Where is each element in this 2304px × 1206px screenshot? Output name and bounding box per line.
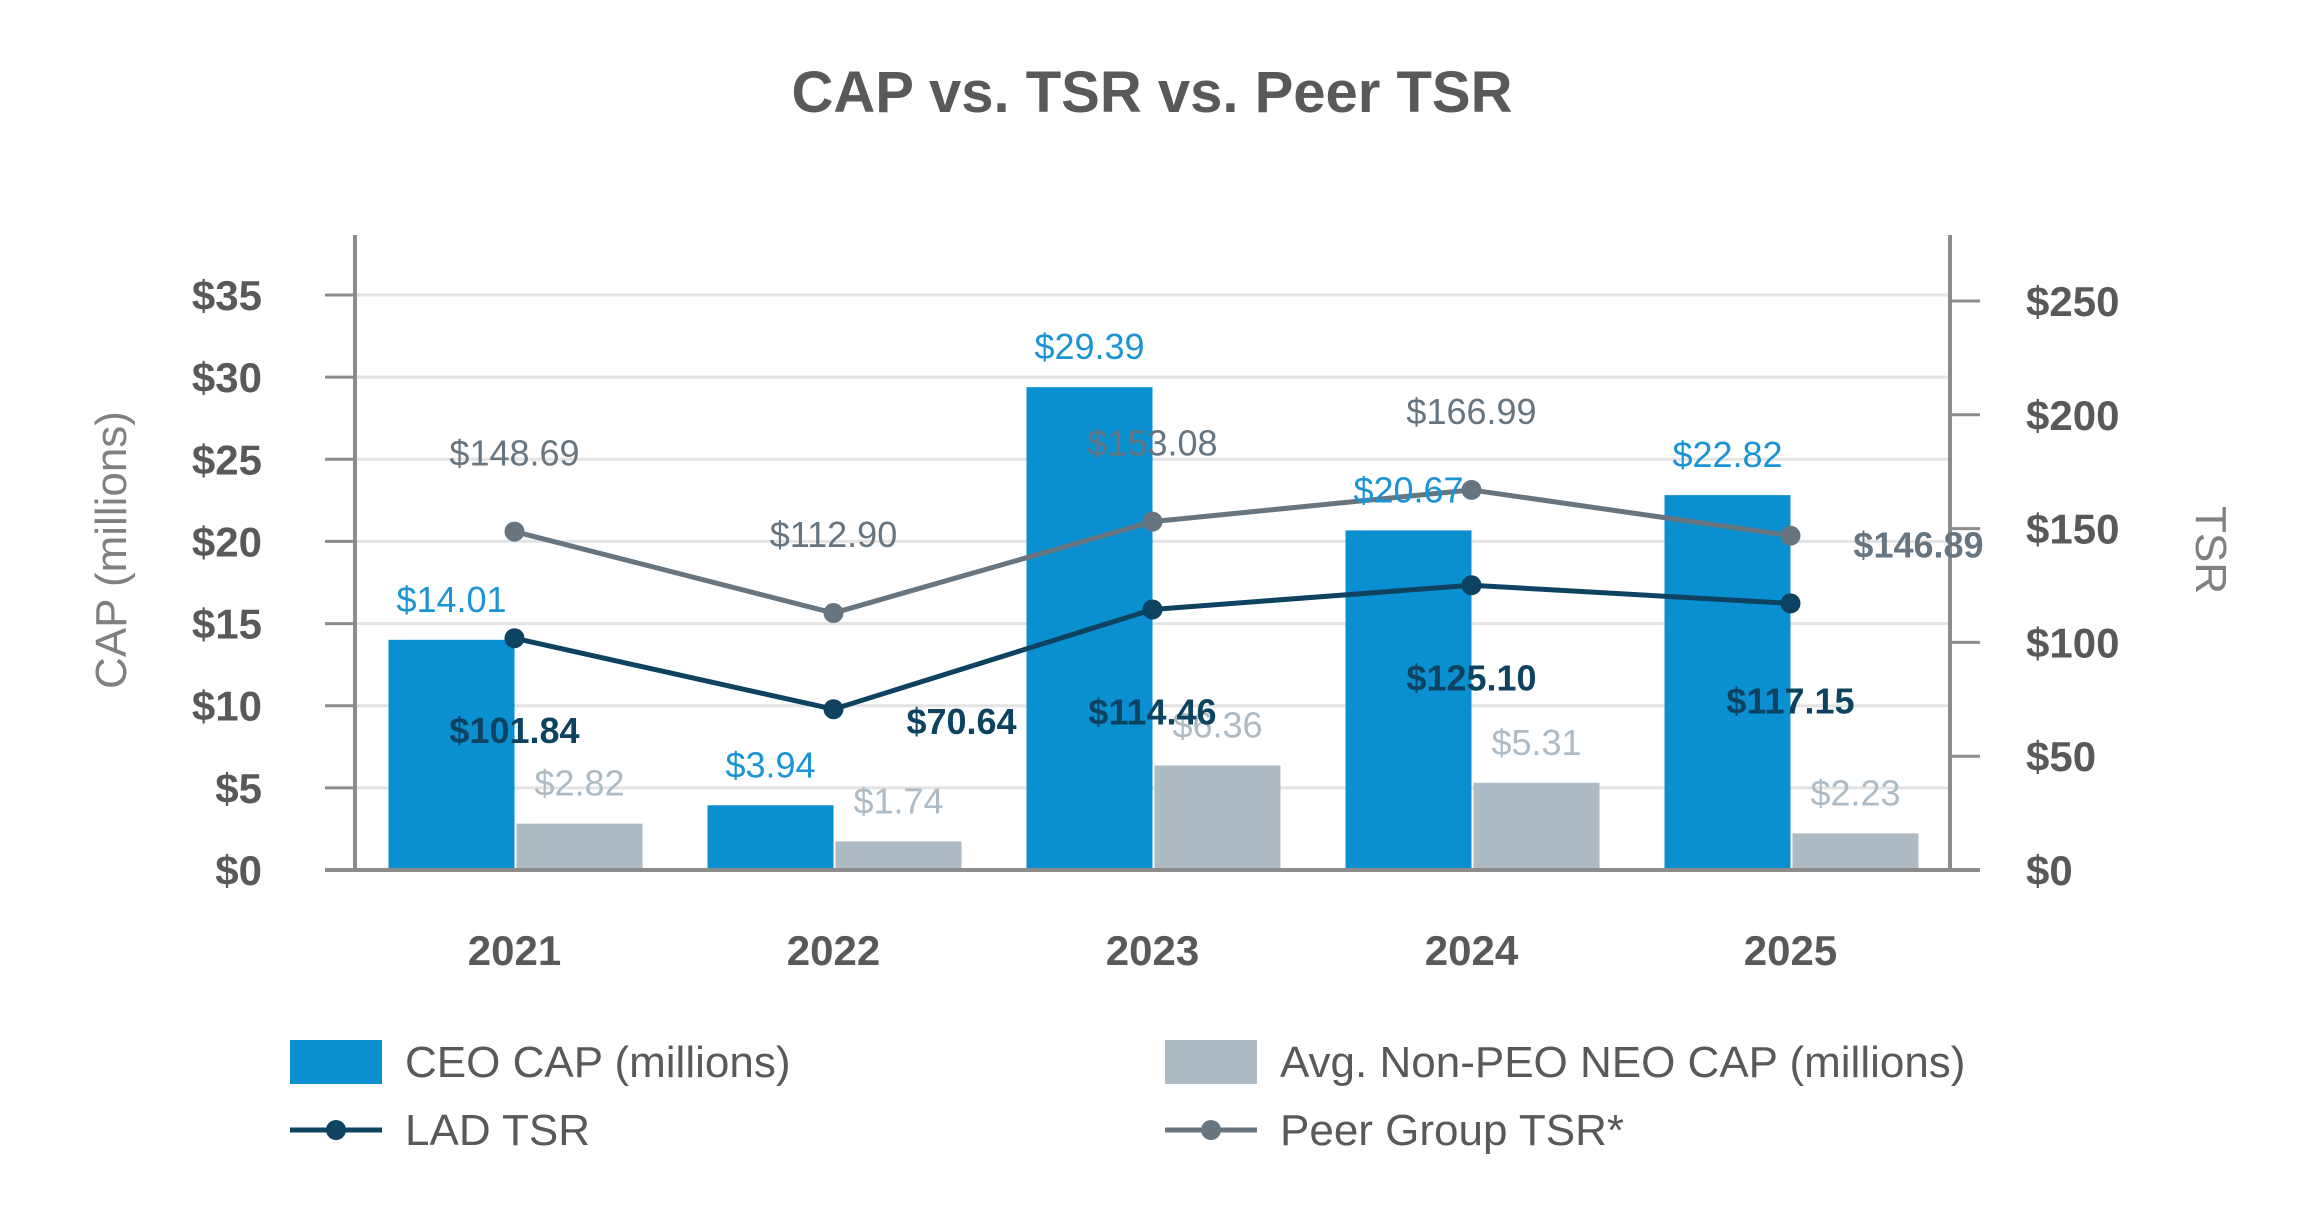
- data-label: $6.36: [1172, 705, 1262, 746]
- data-label: $70.64: [906, 701, 1016, 742]
- lad-tsr-point: [1142, 599, 1163, 620]
- legend-label: CEO CAP (millions): [405, 1038, 790, 1087]
- neo-cap-bar: [1473, 782, 1600, 870]
- legend: CEO CAP (millions) Avg. Non-PEO NEO CAP (…: [290, 1038, 1965, 1155]
- peer-tsr-point: [1142, 511, 1163, 532]
- lad-tsr-point: [504, 628, 525, 649]
- right-tick-label: $200: [2026, 392, 2119, 439]
- legend-label: Avg. Non-PEO NEO CAP (millions): [1280, 1038, 1965, 1087]
- data-label: $101.84: [449, 710, 579, 751]
- left-tick-label: $10: [192, 683, 262, 730]
- data-label: $29.39: [1034, 326, 1144, 367]
- data-label: $5.31: [1491, 722, 1581, 763]
- legend-swatch: [290, 1040, 382, 1084]
- left-tick-label: $0: [215, 847, 262, 894]
- x-tick-label: 2022: [787, 927, 880, 974]
- peer-tsr-point: [823, 603, 844, 624]
- lad-tsr-point: [823, 699, 844, 720]
- ceo-cap-bar: [1664, 495, 1791, 870]
- data-label: $125.10: [1406, 657, 1536, 698]
- data-label: $2.23: [1810, 772, 1900, 813]
- data-label: $153.08: [1087, 423, 1217, 464]
- ceo-cap-bar: [707, 805, 834, 870]
- data-label: $22.82: [1672, 434, 1782, 475]
- data-label: $148.69: [449, 433, 579, 474]
- neo-cap-bar: [1154, 765, 1281, 870]
- data-label: $14.01: [396, 579, 506, 620]
- right-tick-label: $50: [2026, 733, 2096, 780]
- left-tick-label: $15: [192, 601, 262, 648]
- peer-tsr-point: [1461, 479, 1482, 500]
- data-label: $166.99: [1406, 391, 1536, 432]
- right-tick-label: $250: [2026, 278, 2119, 325]
- chart-title: CAP vs. TSR vs. Peer TSR: [791, 60, 1512, 125]
- left-tick-label: $25: [192, 436, 262, 483]
- left-tick-label: $35: [192, 272, 262, 319]
- ceo-cap-bar: [388, 639, 515, 870]
- left-axis-title: CAP (millions): [87, 411, 136, 689]
- data-label: $146.89: [1853, 525, 1983, 566]
- data-label: $117.15: [1726, 680, 1854, 721]
- legend-swatch: [1165, 1040, 1257, 1084]
- neo-cap-bar: [1792, 833, 1919, 870]
- data-label: $3.94: [725, 744, 815, 785]
- left-tick-label: $5: [215, 765, 262, 812]
- tick-labels: $0 $5 $10 $15 $20 $25 $30 $35 $0 $50 $100 $150 $200 $…: [192, 272, 2120, 974]
- x-tick-label: 2023: [1106, 927, 1199, 974]
- tsr-lines: [504, 479, 1801, 720]
- right-axis-title: TSR: [2186, 506, 2235, 594]
- bars: [388, 387, 1919, 870]
- neo-cap-bar: [516, 823, 643, 870]
- x-tick-label: 2021: [468, 927, 561, 974]
- x-tick-label: 2024: [1425, 927, 1519, 974]
- legend-swatch-marker: [1201, 1120, 1221, 1140]
- lad-tsr-point: [1780, 593, 1801, 614]
- lad-tsr-point: [1461, 575, 1482, 596]
- right-tick-label: $100: [2026, 619, 2119, 666]
- left-tick-label: $30: [192, 354, 262, 401]
- ceo-cap-bar: [1345, 530, 1472, 870]
- legend-label: Peer Group TSR*: [1280, 1106, 1624, 1155]
- data-label: $114.46: [1088, 691, 1216, 732]
- data-label: $20.67: [1353, 469, 1463, 510]
- axes: [325, 235, 1980, 872]
- legend-swatch-marker: [326, 1120, 346, 1140]
- data-label: $2.82: [534, 763, 624, 804]
- data-label: $1.74: [853, 780, 943, 821]
- data-labels: $14.01 $2.82 $3.94 $1.74 $29.39 $6.36 $20.67 $5…: [396, 326, 1983, 821]
- left-tick-label: $20: [192, 518, 262, 565]
- data-label: $112.90: [770, 514, 897, 555]
- neo-cap-bar: [835, 841, 962, 870]
- peer-tsr-point: [1780, 525, 1801, 546]
- legend-label: LAD TSR: [405, 1106, 590, 1155]
- right-tick-label: $0: [2026, 847, 2073, 894]
- x-tick-label: 2025: [1744, 927, 1837, 974]
- peer-tsr-point: [504, 521, 525, 542]
- right-tick-label: $150: [2026, 506, 2119, 553]
